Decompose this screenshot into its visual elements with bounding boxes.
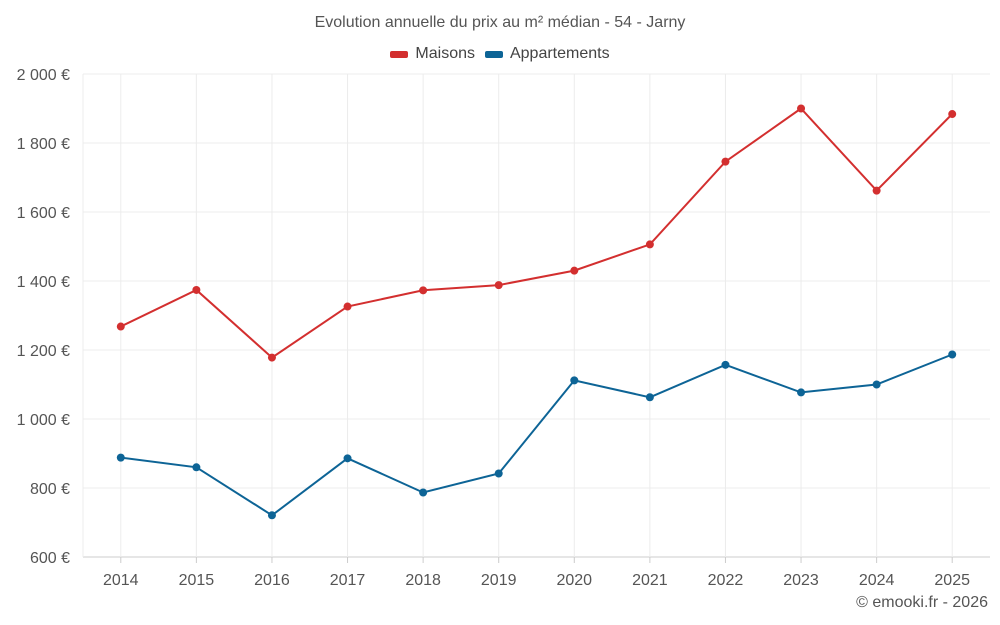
y-tick-label: 1 000 €: [17, 412, 70, 429]
data-point-maisons-2024: [872, 186, 881, 195]
chart-legend: Maisons Appartements: [0, 45, 1000, 63]
legend-label-appartements: Appartements: [509, 45, 610, 62]
data-point-maisons-2021: [645, 240, 654, 249]
x-tick-label: 2021: [632, 572, 668, 589]
legend-swatch-appartements: [484, 50, 503, 58]
x-tick-label: 2014: [103, 572, 139, 589]
data-point-maisons-2015: [192, 285, 201, 294]
y-tick-label: 1 400 €: [17, 274, 70, 291]
data-point-maisons-2022: [721, 157, 730, 166]
data-point-appartements-2017: [343, 454, 352, 463]
chart-title: Evolution annuelle du prix au m² médian …: [314, 14, 686, 31]
series-line-appartements: [120, 353, 953, 517]
x-tick-label: 2016: [254, 572, 290, 589]
data-point-appartements-2022: [721, 360, 730, 369]
data-point-appartements-2016: [267, 511, 276, 520]
x-tick-label: 2020: [556, 572, 592, 589]
y-tick-label: 1 600 €: [17, 205, 70, 222]
series-line-maisons: [120, 107, 953, 359]
y-tick-label: 600 €: [30, 550, 70, 567]
x-tick-label: 2023: [783, 572, 819, 589]
x-tick-label: 2018: [405, 572, 441, 589]
data-point-maisons-2023: [797, 104, 806, 113]
y-tick-label: 1 800 €: [17, 136, 70, 153]
y-tick-label: 2 000 €: [17, 67, 70, 84]
data-point-appartements-2019: [494, 469, 503, 478]
y-tick-label: 1 200 €: [17, 343, 70, 360]
data-point-appartements-2015: [192, 463, 201, 472]
copyright-credit: © emooki.fr - 2026: [856, 594, 988, 611]
data-point-maisons-2019: [494, 281, 503, 290]
data-point-maisons-2016: [267, 353, 276, 362]
data-point-appartements-2024: [872, 380, 881, 389]
x-tick-label: 2025: [934, 572, 970, 589]
data-point-appartements-2020: [570, 376, 579, 385]
data-point-appartements-2018: [419, 488, 428, 497]
x-tick-label: 2022: [708, 572, 744, 589]
x-tick-label: 2017: [330, 572, 366, 589]
data-point-appartements-2023: [797, 388, 806, 397]
x-tick-label: 2015: [179, 572, 215, 589]
data-point-appartements-2025: [948, 350, 957, 359]
data-point-maisons-2020: [570, 266, 579, 275]
y-tick-label: 800 €: [30, 481, 70, 498]
data-point-maisons-2017: [343, 302, 352, 311]
x-tick-label: 2019: [481, 572, 517, 589]
data-point-appartements-2014: [116, 453, 125, 462]
legend-label-maisons: Maisons: [415, 45, 475, 62]
x-tick-label: 2024: [859, 572, 895, 589]
data-point-maisons-2014: [116, 322, 125, 331]
legend-item-maisons[interactable]: Maisons: [390, 45, 475, 63]
data-point-maisons-2018: [419, 286, 428, 295]
data-point-maisons-2025: [948, 110, 957, 119]
legend-swatch-maisons: [390, 50, 409, 58]
legend-item-appartements[interactable]: Appartements: [484, 45, 610, 63]
data-point-appartements-2021: [645, 393, 654, 402]
